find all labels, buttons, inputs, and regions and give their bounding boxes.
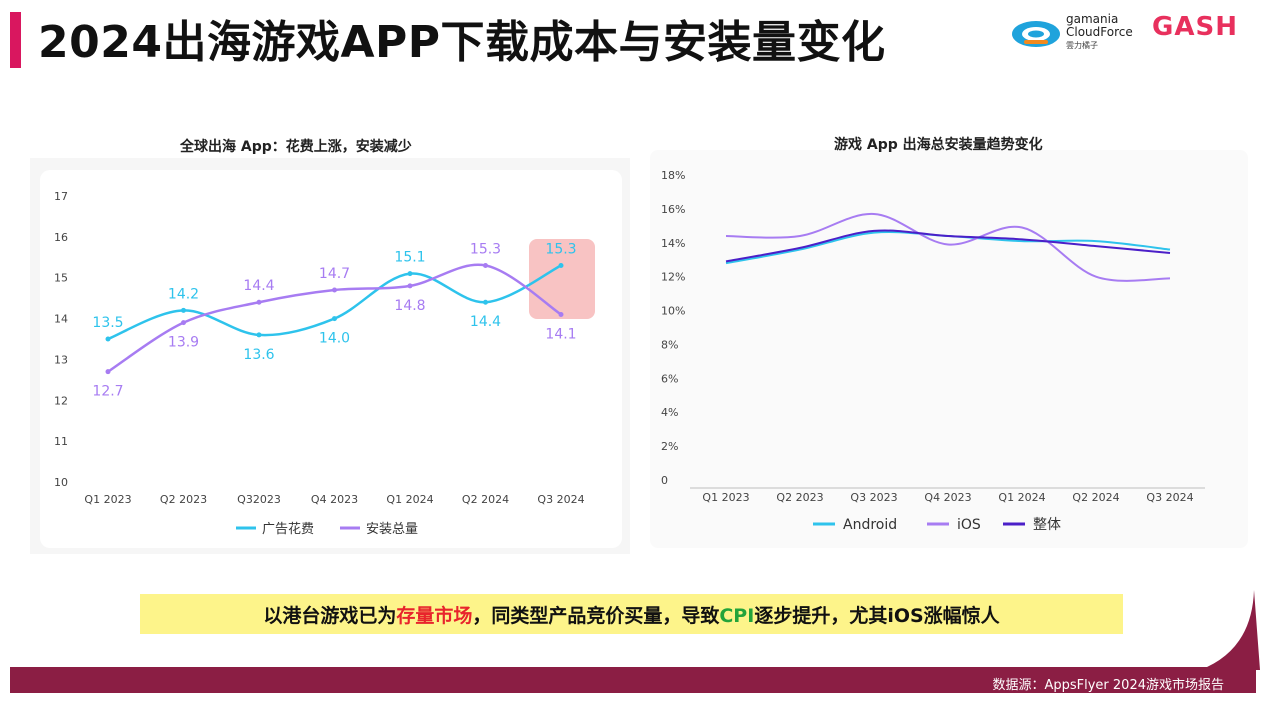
data-point bbox=[181, 320, 186, 326]
y-tick-label: 8% bbox=[661, 338, 678, 351]
cloud-logo-icon bbox=[1012, 21, 1060, 47]
data-point bbox=[332, 287, 337, 293]
y-tick-label: 13 bbox=[54, 353, 68, 366]
title-accent-bar bbox=[10, 12, 21, 68]
data-label: 14.1 bbox=[545, 326, 576, 342]
data-label: 14.8 bbox=[394, 298, 425, 314]
data-point bbox=[105, 336, 111, 342]
data-label: 13.5 bbox=[92, 315, 123, 331]
banner-highlight-red: 存量市场 bbox=[396, 605, 473, 627]
data-label: 13.6 bbox=[243, 347, 274, 363]
data-label: 15.1 bbox=[394, 250, 425, 266]
data-point bbox=[483, 262, 488, 268]
footer-swoosh bbox=[1200, 590, 1260, 670]
x-tick-label: Q3 2023 bbox=[850, 491, 897, 504]
y-tick-label: 14 bbox=[54, 313, 68, 326]
y-tick-label: 11 bbox=[54, 435, 68, 448]
x-tick-label: Q2 2023 bbox=[776, 491, 823, 504]
x-tick-label: Q4 2023 bbox=[311, 493, 358, 506]
y-tick-label: 15 bbox=[54, 272, 68, 285]
data-point bbox=[483, 299, 488, 305]
y-tick-label: 6% bbox=[661, 372, 678, 385]
cloudforce-chinese-text: 雲力橘子 bbox=[1066, 41, 1098, 50]
y-tick-label: 10% bbox=[661, 305, 685, 318]
data-source: 数据源：AppsFlyer 2024游戏市场报告 bbox=[992, 678, 1224, 693]
banner-part3: 逐步提升，尤其iOS涨幅惊人 bbox=[754, 605, 1000, 627]
page-title: 2024出海游戏APP下载成本与安装量变化 bbox=[38, 17, 886, 68]
y-tick-label: 12 bbox=[54, 394, 68, 407]
right-chart-panel bbox=[650, 150, 1248, 548]
left-chart-title: 全球出海 App：花费上涨，安装减少 bbox=[180, 139, 412, 155]
legend-label: iOS bbox=[957, 517, 981, 533]
data-point bbox=[407, 283, 413, 289]
banner-highlight-green: CPI bbox=[719, 605, 755, 627]
data-label: 15.3 bbox=[545, 241, 576, 257]
left-chart-panel bbox=[40, 170, 622, 548]
series-line-iOS bbox=[725, 212, 1171, 282]
data-point bbox=[105, 369, 111, 375]
footer-bar bbox=[10, 667, 1256, 693]
conclusion-text: 以港台游戏已为存量市场，同类型产品竞价买量，导致CPI逐步提升，尤其iOS涨幅惊… bbox=[140, 601, 1123, 628]
data-label: 14.4 bbox=[470, 314, 501, 330]
gamania-logo: gamania CloudForce 雲力橘子 bbox=[1010, 12, 1138, 56]
y-tick-label: 10 bbox=[54, 476, 68, 489]
x-tick-label: Q4 2023 bbox=[924, 491, 971, 504]
data-label: 14.2 bbox=[168, 286, 199, 302]
banner-part2: ，同类型产品竞价买量，导致 bbox=[472, 605, 720, 627]
y-tick-label: 16% bbox=[661, 203, 685, 216]
conclusion-banner: 以港台游戏已为存量市场，同类型产品竞价买量，导致CPI逐步提升，尤其iOS涨幅惊… bbox=[140, 594, 1123, 634]
x-tick-label: Q1 2024 bbox=[386, 493, 433, 506]
highlight-box bbox=[529, 239, 595, 319]
y-tick-label: 2% bbox=[661, 440, 678, 453]
x-tick-label: Q2 2023 bbox=[160, 493, 207, 506]
y-tick-label: 16 bbox=[54, 231, 68, 244]
x-tick-label: Q32023 bbox=[237, 493, 281, 506]
gash-logo: GASH bbox=[1152, 12, 1238, 42]
data-point bbox=[256, 299, 262, 305]
legend-label: 安装总量 bbox=[366, 522, 418, 537]
x-tick-label: Q1 2023 bbox=[84, 493, 131, 506]
data-point bbox=[558, 262, 564, 268]
x-tick-label: Q2 2024 bbox=[1072, 491, 1119, 504]
y-tick-label: 12% bbox=[661, 271, 685, 284]
x-tick-label: Q2 2024 bbox=[462, 493, 509, 506]
data-point bbox=[407, 271, 413, 277]
cloudforce-logo-text: CloudForce bbox=[1066, 25, 1133, 39]
data-point bbox=[558, 311, 564, 317]
data-label: 12.7 bbox=[92, 384, 123, 400]
data-point bbox=[332, 316, 337, 322]
y-tick-label: 17 bbox=[54, 190, 68, 203]
x-tick-label: Q1 2023 bbox=[702, 491, 749, 504]
x-tick-label: Q3 2024 bbox=[1146, 491, 1193, 504]
y-tick-label: 0 bbox=[661, 474, 668, 487]
banner-part1: 以港台游戏已为 bbox=[263, 605, 397, 627]
y-tick-label: 18% bbox=[661, 169, 685, 182]
x-tick-label: Q1 2024 bbox=[998, 491, 1045, 504]
y-tick-label: 4% bbox=[661, 406, 678, 419]
gamania-logo-text: gamania bbox=[1066, 12, 1119, 26]
data-label: 15.3 bbox=[470, 241, 501, 257]
data-label: 14.7 bbox=[319, 266, 350, 282]
legend-label: 广告花费 bbox=[262, 521, 314, 537]
series-line-整体 bbox=[725, 229, 1171, 263]
x-tick-label: Q3 2024 bbox=[537, 493, 584, 506]
legend-label: Android bbox=[843, 517, 897, 533]
data-label: 14.4 bbox=[243, 278, 274, 294]
data-label: 13.9 bbox=[168, 335, 199, 351]
data-label: 14.0 bbox=[319, 331, 350, 347]
legend-label: 整体 bbox=[1033, 517, 1061, 533]
data-point bbox=[256, 332, 262, 338]
y-tick-label: 14% bbox=[661, 237, 685, 250]
right-chart-title: 游戏 App 出海总安装量趋势变化 bbox=[834, 137, 1043, 153]
data-point bbox=[181, 307, 186, 313]
